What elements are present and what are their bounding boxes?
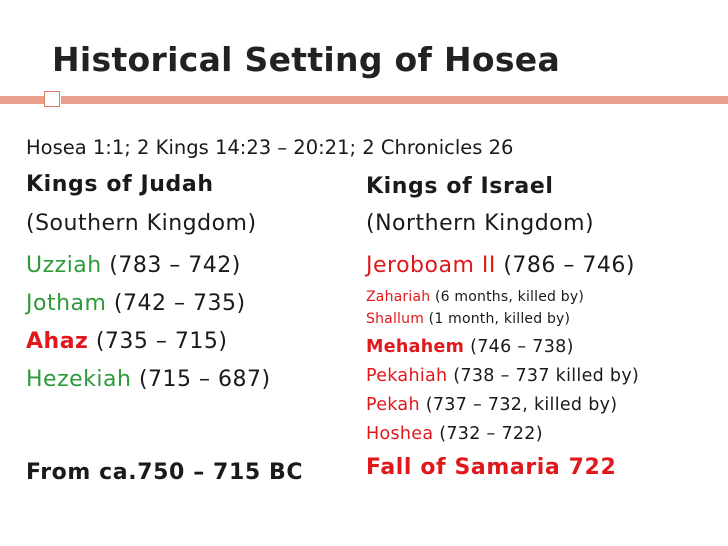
israel-king-row: Mehahem (746 – 738) [366,337,574,357]
israel-king-name: Hoshea [366,424,434,444]
israel-king-dates: (732 – 722) [433,424,543,444]
judah-king-row: Hezekiah (715 – 687) [26,367,271,392]
judah-king-name: Uzziah [26,253,102,278]
israel-king-row: Pekahiah (738 – 737 killed by) [366,366,639,386]
judah-king-dates: (715 – 687) [131,367,271,392]
israel-king-row: Hoshea (732 – 722) [366,424,543,444]
israel-king-name: Zahariah [366,289,431,305]
israel-king-dates: (6 months, killed by) [430,289,584,305]
israel-footer: Fall of Samaria 722 [366,455,617,480]
judah-heading: Kings of Judah [26,172,214,197]
israel-king-row: Shallum (1 month, killed by) [366,311,570,327]
israel-king-dates: (746 – 738) [464,337,574,357]
israel-king-dates: (786 – 746) [495,253,635,278]
israel-king-name: Jeroboam II [366,253,496,278]
israel-subheading: (Northern Kingdom) [366,211,595,236]
judah-king-row: Jotham (742 – 735) [26,291,246,316]
israel-heading: Kings of Israel [366,174,554,199]
israel-king-dates: (738 – 737 killed by) [447,366,640,386]
israel-king-row: Zahariah (6 months, killed by) [366,289,584,305]
judah-footer: From ca.750 – 715 BC [26,460,304,485]
title-underline-right [61,96,728,104]
judah-king-name: Jotham [26,291,107,316]
title-underline-marker [44,91,60,107]
israel-king-name: Mehahem [366,337,465,357]
israel-king-dates: (1 month, killed by) [424,311,571,327]
israel-king-row: Jeroboam II (786 – 746) [366,253,635,278]
slide-title: Historical Setting of Hosea [52,40,561,79]
israel-king-name: Shallum [366,311,425,327]
israel-king-dates: (737 – 732, killed by) [419,395,618,415]
judah-king-dates: (735 – 715) [88,329,228,354]
scripture-reference: Hosea 1:1; 2 Kings 14:23 – 20:21; 2 Chro… [26,136,514,159]
judah-king-name: Hezekiah [26,367,132,392]
judah-king-dates: (742 – 735) [106,291,246,316]
judah-king-row: Uzziah (783 – 742) [26,253,241,278]
judah-subheading: (Southern Kingdom) [26,211,257,236]
israel-king-name: Pekah [366,395,420,415]
judah-king-row: Ahaz (735 – 715) [26,329,227,354]
judah-king-name: Ahaz [26,329,89,354]
israel-king-row: Pekah (737 – 732, killed by) [366,395,617,415]
title-underline-left [0,96,46,104]
israel-king-name: Pekahiah [366,366,448,386]
judah-king-dates: (783 – 742) [101,253,241,278]
